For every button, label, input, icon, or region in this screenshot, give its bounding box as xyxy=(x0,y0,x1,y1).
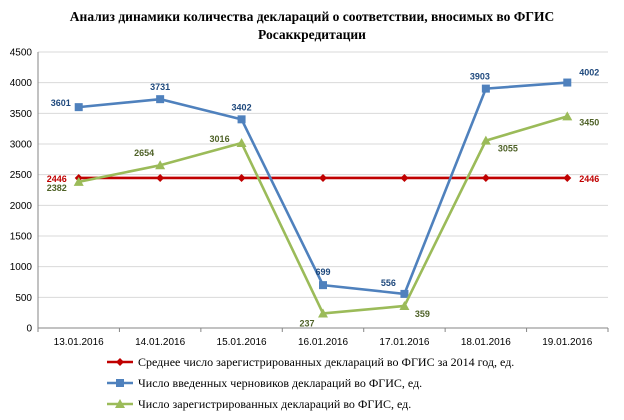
data-point-diamond xyxy=(116,358,124,366)
data-point-square xyxy=(116,379,124,387)
data-point-diamond xyxy=(563,173,572,182)
data-label: 3402 xyxy=(232,102,252,112)
x-tick-label: 15.01.2016 xyxy=(217,337,267,348)
y-tick-label: 4500 xyxy=(10,48,33,59)
legend-item: Число зарегистрированных деклараций во Ф… xyxy=(138,397,411,411)
data-label: 4002 xyxy=(579,68,599,78)
y-tick-label: 3500 xyxy=(10,109,33,120)
data-point-triangle xyxy=(73,176,84,186)
x-tick-label: 14.01.2016 xyxy=(135,337,185,348)
data-point-triangle xyxy=(318,308,328,318)
y-tick-label: 1500 xyxy=(10,232,33,243)
data-point-square xyxy=(237,115,246,124)
data-label: 2446 xyxy=(579,174,599,184)
series-line xyxy=(78,81,568,296)
data-point-diamond xyxy=(400,173,409,182)
y-tick-label: 2500 xyxy=(10,170,33,181)
data-point-square xyxy=(400,289,409,298)
data-point-triangle xyxy=(480,135,491,145)
data-label: 237 xyxy=(299,318,314,328)
x-tick-label: 13.01.2016 xyxy=(54,337,104,348)
data-label: 2654 xyxy=(134,148,154,158)
data-label: 3450 xyxy=(579,117,599,127)
data-label: 3903 xyxy=(470,72,490,82)
data-point-diamond xyxy=(237,173,246,182)
data-point-triangle xyxy=(399,300,410,310)
data-label: 3601 xyxy=(51,98,71,108)
y-tick-label: 4000 xyxy=(10,78,33,89)
data-point-triangle xyxy=(562,111,573,121)
x-tick-label: 19.01.2016 xyxy=(542,337,592,348)
data-label: 3055 xyxy=(498,144,518,154)
y-tick-label: 0 xyxy=(26,324,32,335)
data-label: 3731 xyxy=(150,82,170,92)
data-label: 2446 xyxy=(47,174,67,184)
data-point-diamond xyxy=(156,173,165,182)
legend-item: Число введенных черновиков деклараций во… xyxy=(138,376,422,390)
data-label: 2382 xyxy=(47,183,67,193)
data-label: 556 xyxy=(381,278,396,288)
data-point-square xyxy=(481,84,490,93)
data-point-diamond xyxy=(481,173,490,182)
y-tick-label: 2000 xyxy=(10,201,33,212)
data-point-square xyxy=(74,103,83,112)
y-tick-label: 3000 xyxy=(10,140,33,151)
data-point-square xyxy=(156,95,165,104)
data-label: 699 xyxy=(315,267,330,277)
x-tick-label: 17.01.2016 xyxy=(379,337,429,348)
y-tick-label: 500 xyxy=(15,293,32,304)
legend-item: Среднее число зарегистрированных деклара… xyxy=(138,355,514,369)
data-point-diamond xyxy=(319,173,327,182)
data-point-square xyxy=(563,78,572,87)
data-point-triangle xyxy=(236,138,247,148)
data-label: 359 xyxy=(415,309,430,319)
data-point-triangle xyxy=(115,399,125,408)
chart-title: Анализ динамики количества деклараций о … xyxy=(69,9,555,42)
x-tick-label: 18.01.2016 xyxy=(461,337,511,348)
y-tick-label: 1000 xyxy=(10,262,33,273)
data-label: 3016 xyxy=(210,134,230,144)
data-point-triangle xyxy=(155,160,166,170)
data-point-square xyxy=(319,281,327,290)
x-tick-label: 16.01.2016 xyxy=(298,337,348,348)
